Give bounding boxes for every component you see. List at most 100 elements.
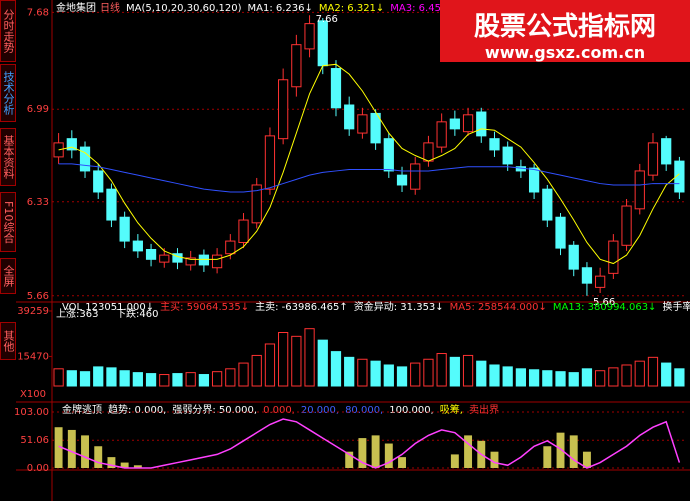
volume-bar — [53, 368, 64, 387]
indicator-bar — [120, 462, 129, 468]
header-item: 卖出界 — [469, 403, 499, 416]
header-item: MA2: 6.321↓ — [319, 3, 384, 14]
candle-body — [238, 219, 249, 243]
unit-label: X100 — [20, 389, 46, 400]
candle-body — [661, 138, 672, 165]
tab[interactable]: 其他 — [0, 322, 16, 360]
candle-body — [251, 184, 262, 224]
ma-line — [58, 63, 680, 265]
indicator-bar — [582, 451, 591, 468]
volume-bar — [608, 367, 619, 387]
tab[interactable]: 基本资料 — [0, 128, 16, 186]
volume-bar — [436, 353, 447, 387]
candle-body — [225, 240, 236, 255]
header-item: 主卖: -63986.465↑ — [255, 301, 348, 313]
indicator-bar — [490, 451, 499, 468]
volume-bar — [172, 373, 183, 387]
volume-bar — [502, 366, 513, 387]
candle-body — [317, 20, 328, 67]
candle-body — [145, 248, 157, 260]
volume-bar — [555, 371, 566, 387]
header: 金牌逃顶 趋势: 0.000, 强弱分界: 50.000, 0.000, 20.000,… — [62, 403, 499, 416]
candle-body — [502, 146, 513, 165]
volume-bar — [198, 374, 210, 387]
indicator-bar — [345, 451, 354, 468]
candle-body — [423, 142, 434, 162]
header-item: 金牌逃顶 — [62, 403, 102, 416]
volume-bar — [449, 356, 460, 387]
header-item: MA13: 380994.063↓ — [553, 302, 657, 313]
y-tick-label: 5.66 — [27, 291, 49, 302]
header-item: 趋势: 0.000, — [108, 403, 166, 416]
volume-bar — [370, 360, 381, 387]
ma-line — [58, 163, 680, 193]
indicator-bar — [556, 432, 565, 468]
indicator-bar — [107, 457, 116, 468]
volume-bar — [119, 370, 130, 387]
candle-body — [211, 254, 223, 269]
volume-bar — [291, 335, 302, 387]
indicator-bar — [569, 435, 578, 468]
tab[interactable]: 分时走势 — [0, 0, 16, 62]
candle-body — [555, 216, 566, 249]
y-tick-label: 103.00 — [14, 407, 49, 418]
header-item: 吸筹, — [440, 403, 463, 416]
volume-bar — [462, 354, 474, 387]
volume-bar — [79, 371, 91, 387]
candle-body — [132, 240, 143, 252]
volume-bar — [344, 356, 355, 387]
watermark-url: www.gsxz.com.cn — [484, 43, 646, 62]
indicator-bar — [450, 454, 459, 468]
volume-bar — [621, 364, 632, 387]
volume-bar — [357, 358, 368, 387]
candle-body — [159, 254, 170, 263]
indicator-bar — [543, 446, 552, 468]
header-item: 资金异动: 31.353↓ — [354, 300, 444, 313]
tab[interactable]: 全屏 — [0, 258, 16, 294]
candle-body — [79, 146, 91, 172]
subtitle: 日线 — [100, 1, 120, 14]
header-item: VOL 123051.000↓ — [62, 302, 154, 313]
price-annotation: 7.66 — [316, 14, 338, 25]
volume-bar — [304, 328, 315, 387]
indicator-bar — [67, 429, 76, 468]
indicator-bar — [371, 435, 380, 468]
candle-body — [396, 174, 408, 186]
candle-body — [568, 244, 579, 270]
candle-body — [304, 23, 315, 50]
volume-bar — [93, 366, 104, 387]
candle-body — [278, 79, 289, 140]
candle-body — [449, 118, 460, 130]
header-item: MA5: 258544.000↓ — [450, 302, 547, 313]
volume-bar — [383, 364, 394, 387]
volume-bar — [528, 369, 540, 387]
candle-body — [119, 216, 130, 242]
volume-bar — [515, 368, 527, 387]
candle-body — [185, 257, 196, 266]
volume-bar — [595, 370, 606, 387]
candle-body — [674, 160, 685, 193]
candle-body — [542, 188, 553, 221]
volume-bar — [145, 373, 157, 387]
volume-bar — [330, 351, 342, 387]
candle-body — [608, 240, 619, 274]
y-tick-label: 15470 — [17, 351, 49, 362]
header-item: MA(5,10,20,30,60,120) — [126, 3, 242, 14]
header-item: MA1: 6.236↓ — [248, 3, 313, 14]
header-item: MA3: 6.459↓ — [390, 3, 455, 14]
y-tick-label: 7.68 — [27, 7, 49, 18]
tab[interactable]: 技术分析 — [0, 64, 16, 122]
header-item: 20.000, — [301, 405, 339, 416]
indicator-bar — [384, 443, 393, 468]
volume-bar — [542, 370, 553, 387]
candle-body — [462, 114, 474, 133]
volume-bar — [225, 368, 236, 387]
volume-bar — [396, 366, 408, 387]
volume-bar — [476, 360, 487, 387]
candle-body — [476, 111, 487, 137]
y-tick-label: 51.06 — [20, 435, 49, 446]
tab[interactable]: F10综合 — [0, 192, 16, 252]
price-annotation: 5.66 — [593, 297, 615, 308]
